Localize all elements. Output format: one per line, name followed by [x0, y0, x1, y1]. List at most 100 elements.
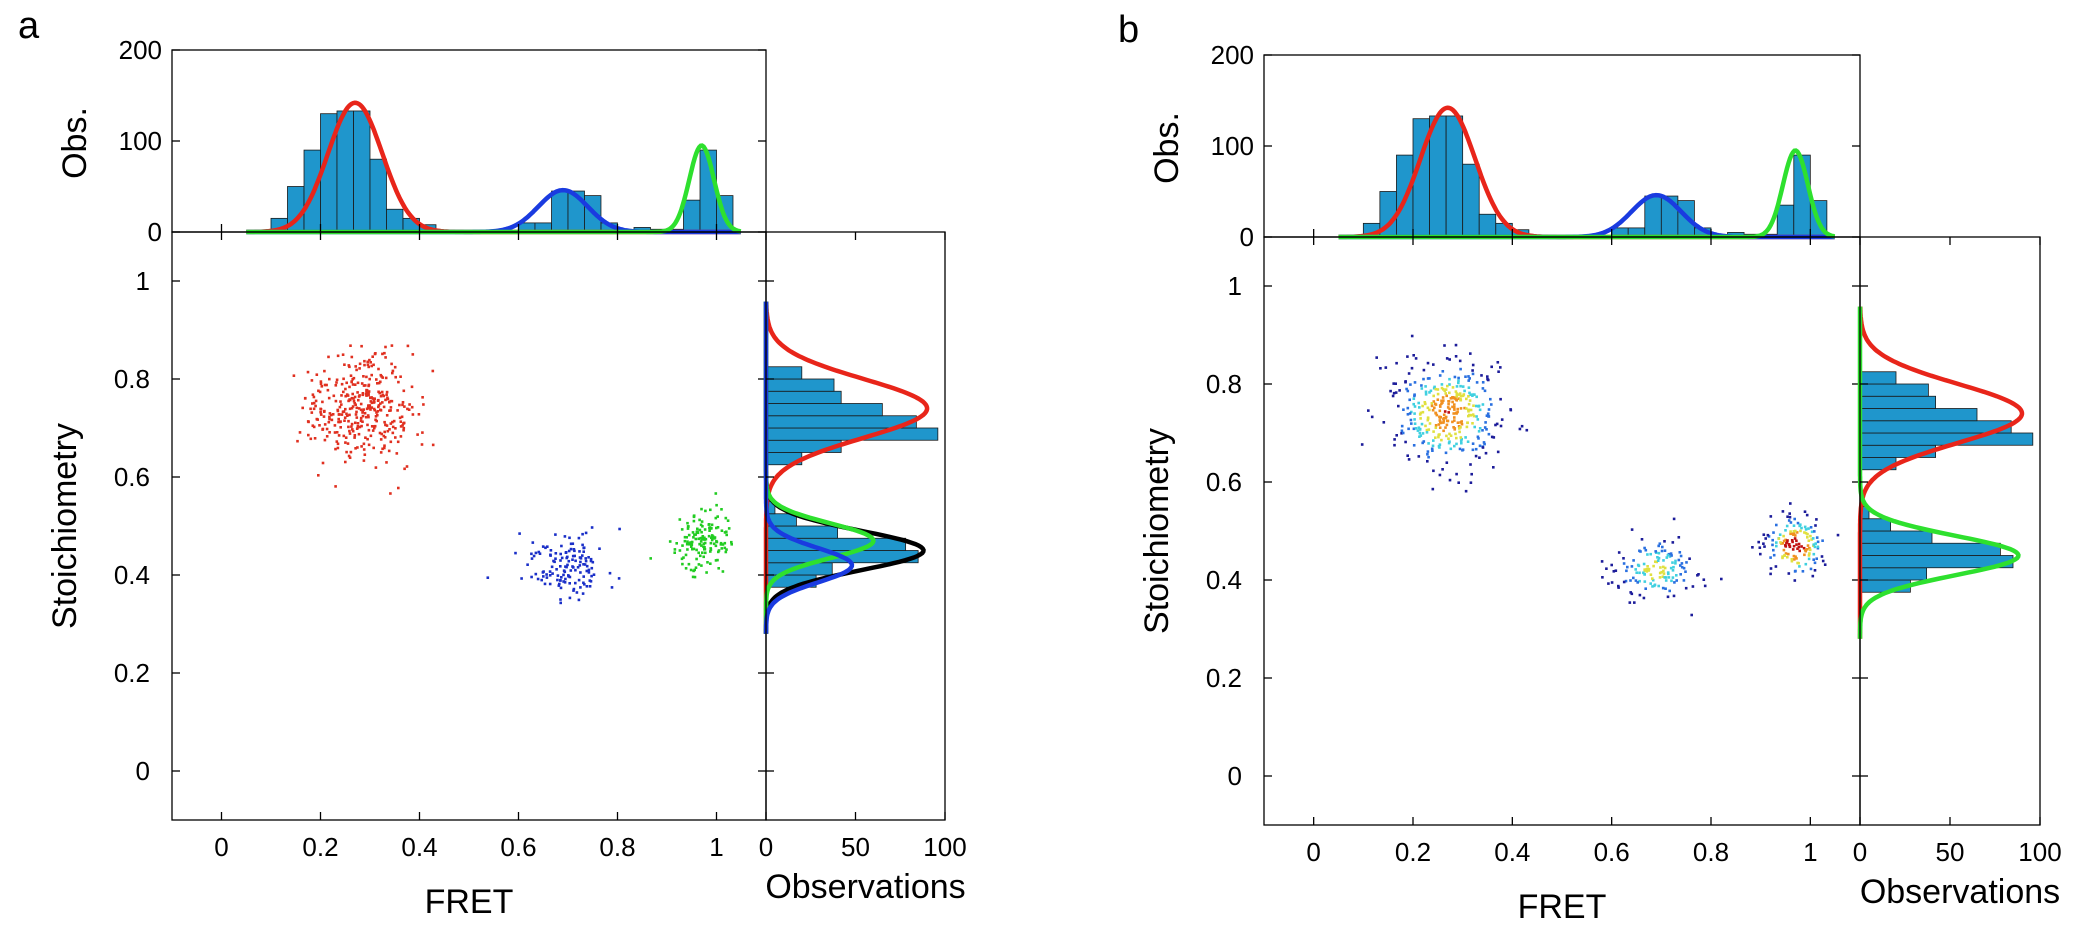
scatter-point: [709, 541, 713, 545]
scatter-point: [1823, 563, 1827, 566]
scatter-point: [1455, 472, 1458, 476]
scatter-point: [400, 415, 404, 419]
scatter-point: [1656, 556, 1659, 559]
scatter-point: [545, 573, 548, 576]
scatter-point: [545, 576, 549, 579]
scatter-point: [700, 544, 703, 547]
scatter-point: [1610, 563, 1613, 567]
scatter-point: [383, 446, 386, 450]
scatter-point: [1447, 441, 1451, 445]
scatter-point: [578, 564, 582, 567]
scatter-point: [693, 533, 696, 537]
scatter-point: [563, 581, 567, 584]
right-x-axis-label: Observations: [1860, 873, 2060, 911]
scatter-point: [1410, 422, 1413, 425]
scatter-point: [348, 407, 352, 411]
scatter-point: [1654, 551, 1658, 554]
scatter-point: [1420, 422, 1424, 426]
scatter-point: [323, 438, 327, 442]
scatter-point: [399, 435, 403, 438]
scatter-point: [1454, 343, 1458, 347]
scatter-point: [556, 574, 560, 577]
scatter-point: [1434, 436, 1437, 439]
scatter-point: [420, 443, 424, 446]
scatter-point: [389, 406, 393, 409]
scatter-point: [1492, 436, 1496, 439]
scatter-point: [1476, 418, 1480, 421]
scatter-point: [1465, 425, 1469, 429]
scatter-point: [1424, 393, 1428, 396]
scatter-point: [326, 388, 330, 392]
scatter-point: [1680, 565, 1684, 569]
scatter-point: [589, 557, 593, 561]
scatter-point: [1426, 450, 1430, 453]
scatter-point: [1416, 429, 1420, 432]
scatter-point: [1424, 390, 1428, 394]
scatter-point: [1477, 430, 1481, 433]
y-axis-label: Stoichiometry: [1138, 428, 1176, 634]
scatter-point: [1624, 579, 1628, 583]
scatter-point: [337, 434, 341, 437]
scatter-point: [1812, 552, 1816, 556]
scatter-point: [1407, 427, 1410, 431]
scatter-point: [399, 425, 403, 428]
scatter-point: [402, 422, 405, 425]
scatter-point: [1472, 414, 1476, 418]
scatter-point: [1481, 429, 1484, 432]
scatter-point: [1816, 546, 1820, 550]
scatter-point: [1677, 558, 1681, 562]
scatter-point: [381, 447, 384, 451]
scatter-point: [1393, 443, 1396, 447]
scatter-point: [1465, 407, 1468, 410]
scatter-point: [1811, 574, 1815, 578]
scatter-point: [335, 381, 338, 384]
scatter-point: [406, 344, 410, 348]
scatter-point: [310, 379, 314, 382]
scatter-point: [692, 519, 696, 523]
scatter-point: [1663, 566, 1667, 570]
scatter-point: [548, 582, 552, 586]
scatter-point: [349, 374, 353, 377]
scatter-point: [1419, 417, 1422, 420]
scatter-point: [587, 568, 591, 572]
scatter-point: [1413, 418, 1416, 421]
scatter-point: [721, 570, 725, 573]
scatter-point: [347, 364, 351, 367]
scatter-point: [1605, 567, 1608, 570]
scatter-point: [1449, 447, 1453, 451]
scatter-point: [730, 543, 733, 546]
scatter-point: [377, 404, 381, 407]
top-histogram-bar: [1445, 115, 1464, 238]
scatter-point: [1806, 536, 1809, 539]
y-axis-label: Stoichiometry: [46, 423, 84, 629]
scatter-point: [1804, 528, 1808, 531]
scatter-point: [714, 559, 718, 562]
right-x-axis-label: Observations: [765, 868, 965, 906]
scatter-point: [335, 431, 339, 434]
scatter-point: [1782, 548, 1786, 552]
scatter-point: [694, 533, 697, 536]
scatter-point: [1690, 613, 1693, 617]
x-tick-label: 0.6: [1594, 837, 1630, 867]
scatter-point: [1653, 584, 1656, 588]
scatter-point: [1628, 601, 1632, 604]
scatter-point: [345, 450, 348, 454]
scatter-point: [1808, 548, 1812, 552]
scatter-point: [699, 554, 702, 558]
scatter-point: [1655, 560, 1658, 564]
scatter-point: [701, 538, 704, 541]
scatter-point: [1469, 463, 1472, 466]
scatter-point: [1453, 408, 1456, 411]
scatter-point: [1448, 478, 1452, 482]
scatter-point: [1427, 442, 1430, 445]
scatter-point: [1434, 387, 1438, 391]
scatter-point: [1418, 431, 1422, 435]
scatter-point: [1785, 541, 1788, 545]
scatter-point: [1438, 473, 1442, 477]
scatter-point: [1490, 435, 1494, 439]
scatter-point: [531, 541, 535, 544]
scatter-point: [1794, 555, 1797, 558]
scatter-point: [563, 535, 567, 538]
scatter-point: [1421, 410, 1425, 414]
scatter-point: [362, 459, 366, 462]
